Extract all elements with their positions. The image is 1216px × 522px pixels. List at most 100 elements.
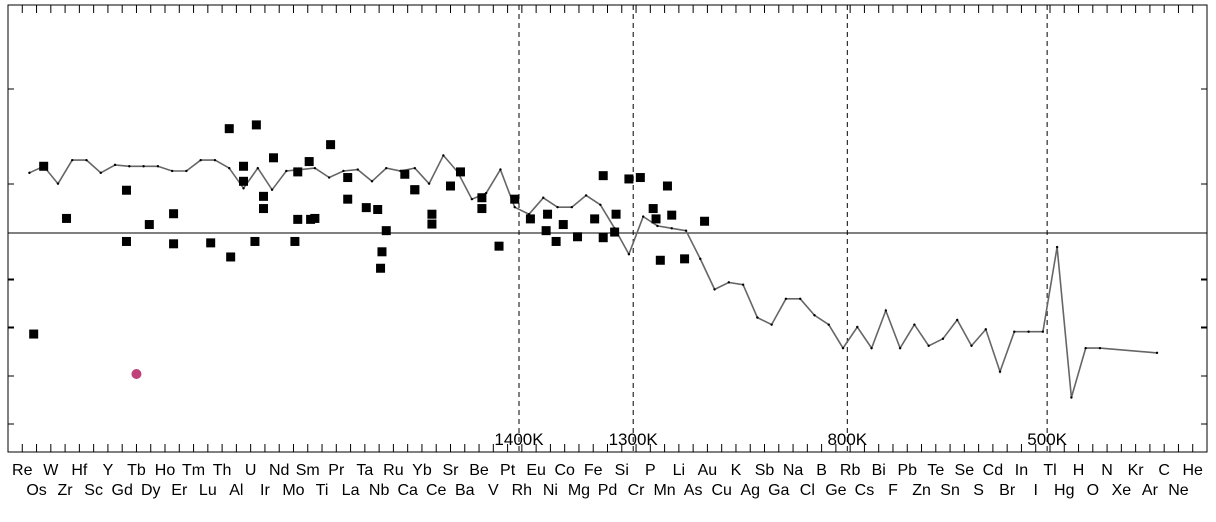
element-label-top: Pb [897, 462, 917, 479]
element-label-top: Cd [983, 462, 1003, 479]
data-point [293, 214, 303, 224]
element-label-bottom: Lu [199, 482, 217, 499]
data-point [169, 239, 179, 249]
data-point [206, 238, 216, 248]
element-label-top: Te [927, 462, 944, 479]
data-point [373, 205, 383, 214]
element-label-top: Sb [755, 462, 775, 479]
element-label-top: In [1015, 462, 1028, 479]
line-point [1041, 330, 1045, 333]
line-point [71, 158, 74, 162]
temperature-label: 1400K [494, 430, 544, 449]
data-point [62, 213, 72, 223]
data-point [598, 171, 608, 181]
element-label-bottom: S [973, 482, 984, 499]
temperature-lines: 1400K 1300K 800K 500K [494, 5, 1068, 452]
element-label-bottom: La [342, 482, 360, 499]
line-point [228, 166, 231, 170]
line-point [513, 205, 516, 209]
data-point [400, 169, 410, 179]
data-point [445, 181, 455, 191]
data-point [239, 176, 249, 186]
data-point [477, 204, 487, 214]
element-label-bottom: Os [26, 482, 46, 499]
line-point [884, 309, 888, 312]
line-point [1070, 396, 1073, 399]
line-point [699, 257, 702, 261]
line-point [841, 346, 845, 350]
line-point [798, 297, 802, 300]
element-label-top: Se [955, 462, 975, 479]
element-label-bottom: I [1033, 482, 1037, 499]
data-point [558, 220, 568, 230]
line-point [727, 281, 731, 284]
line-point [870, 346, 873, 350]
data-point [376, 263, 386, 273]
line-point [770, 323, 773, 326]
element-label-top: Pr [328, 462, 345, 479]
data-point [455, 167, 465, 177]
element-label-bottom: Ar [1142, 482, 1159, 499]
element-label-bottom: F [888, 482, 898, 499]
data-point [326, 140, 336, 150]
element-label-top: Au [698, 462, 718, 479]
data-point [680, 254, 690, 264]
element-label-bottom: Mg [568, 482, 590, 499]
data-point [573, 232, 583, 242]
data-point [590, 214, 600, 224]
data-point [635, 173, 645, 183]
element-label-top: Ru [383, 462, 403, 479]
element-label-bottom: Ce [426, 482, 447, 499]
line-point [913, 323, 916, 326]
data-point [239, 161, 249, 171]
line-point [599, 203, 602, 206]
element-label-bottom: Er [171, 482, 188, 499]
line-point [285, 169, 288, 173]
line-point [1098, 346, 1102, 350]
element-label-bottom: Ba [455, 482, 475, 499]
element-label-bottom: Ga [768, 482, 789, 499]
line-point [113, 163, 117, 167]
line-point [242, 187, 245, 190]
element-label-top: C [1158, 462, 1170, 479]
line-point [99, 171, 102, 175]
element-label-top: Eu [526, 462, 546, 479]
line-point [1055, 245, 1059, 249]
line-point [998, 370, 1002, 373]
line-point [713, 288, 716, 291]
data-point [598, 233, 608, 243]
element-label-bottom: Gd [112, 482, 133, 499]
element-label-top: Si [615, 462, 629, 479]
element-label-bottom: Ge [825, 482, 846, 499]
element-label-top: Sm [296, 462, 320, 479]
element-label-top: W [43, 462, 59, 479]
data-point [226, 252, 236, 262]
series-layer [28, 120, 1159, 399]
line-point [185, 169, 188, 173]
element-label-top: Co [554, 462, 575, 479]
element-label-bottom: Ir [260, 482, 270, 499]
data-point [169, 209, 179, 219]
line-point [85, 158, 88, 162]
element-label-top: Tb [127, 462, 146, 479]
data-point [551, 236, 561, 246]
line-point [470, 197, 474, 201]
element-label-bottom: O [1087, 482, 1099, 499]
element-label-top: Tm [182, 462, 205, 479]
line-point [442, 154, 445, 157]
data-point [525, 214, 535, 224]
element-label-bottom: Ne [1168, 482, 1189, 499]
data-point [611, 209, 621, 219]
element-label-top: Yb [412, 462, 432, 479]
element-label-top: Kr [1128, 462, 1145, 479]
line-point [941, 337, 945, 340]
element-label-top: Re [12, 462, 33, 479]
line-point [827, 323, 830, 326]
temperature-label: 500K [1027, 430, 1067, 449]
element-label-bottom: Xe [1112, 482, 1132, 499]
element-label-bottom: Rh [512, 482, 532, 499]
element-label-top: U [245, 462, 257, 479]
data-point [259, 204, 269, 214]
element-label-top: He [1182, 462, 1203, 479]
